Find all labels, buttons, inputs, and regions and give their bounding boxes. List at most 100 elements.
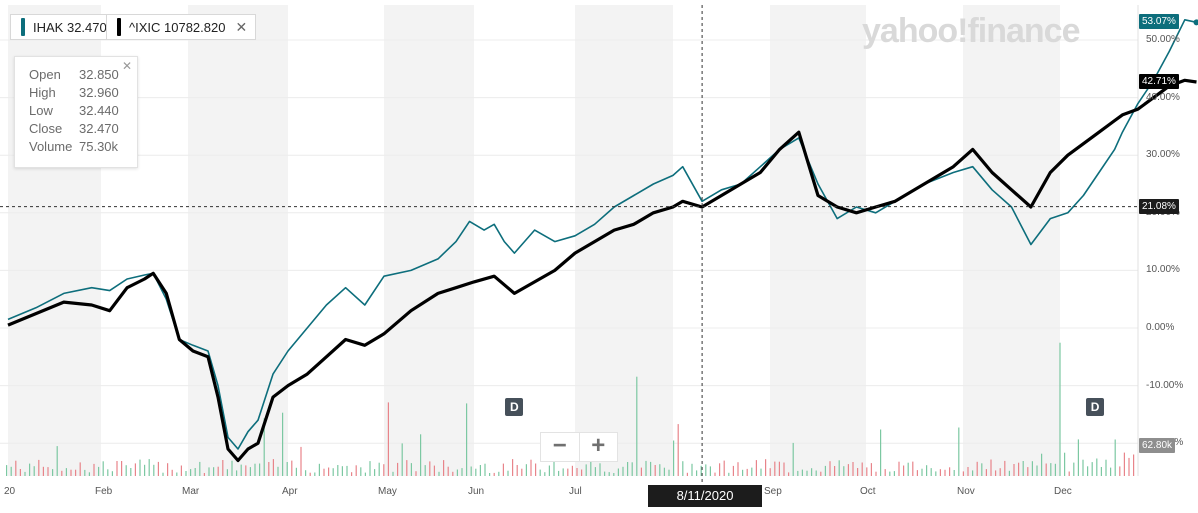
volume-bar <box>456 469 458 476</box>
volume-bar <box>1059 342 1061 476</box>
volume-bar <box>797 470 799 476</box>
dividend-badge[interactable]: D <box>505 398 524 416</box>
y-tick-label: 30.00% <box>1146 149 1180 161</box>
x-tick-label: Nov <box>957 486 975 497</box>
last-point-marker <box>1193 19 1198 26</box>
zoom-out-button[interactable]: − <box>541 433 580 461</box>
volume-bar <box>346 465 348 476</box>
volume-bar <box>176 472 178 476</box>
volume-bar <box>599 463 601 476</box>
volume-bar <box>226 469 228 476</box>
volume-bar <box>622 466 624 476</box>
volume-bar <box>558 470 560 476</box>
volume-bar <box>272 459 274 476</box>
volume-bar <box>111 471 113 476</box>
zoom-in-button[interactable]: + <box>591 432 606 459</box>
volume-bar <box>866 467 868 476</box>
volume-bar <box>355 465 357 476</box>
volume-bar <box>774 461 776 476</box>
volume-bar <box>1105 459 1107 476</box>
volume-tag: 62.80k <box>1139 438 1176 453</box>
volume-bar <box>282 412 284 476</box>
volume-bar <box>300 446 302 476</box>
remove-comparison-close-icon[interactable]: ✕ <box>235 18 248 35</box>
volume-bar <box>24 471 26 476</box>
volume-bar <box>277 466 279 476</box>
volume-bar <box>420 434 422 476</box>
volume-bar <box>447 466 449 476</box>
volume-bar <box>116 461 118 476</box>
volume-bar <box>144 464 146 476</box>
volume-bar <box>1008 470 1010 476</box>
volume-bar <box>489 473 491 476</box>
volume-bar <box>47 467 49 476</box>
volume-bar <box>650 461 652 476</box>
volume-bar <box>967 467 969 476</box>
legend-chip-ixic[interactable]: ^IXIC 10782.820 ✕ <box>106 14 257 40</box>
volume-bar <box>217 466 219 476</box>
y-tick-label: 0.00% <box>1146 322 1175 333</box>
volume-bar <box>746 468 748 476</box>
volume-bar <box>479 465 481 476</box>
ohlc-row-high: High 32.960 <box>29 85 119 100</box>
volume-bar <box>801 469 803 476</box>
month-band <box>770 5 866 476</box>
volume-bar <box>567 468 569 476</box>
volume-bar <box>668 469 670 476</box>
volume-bar <box>433 465 435 476</box>
legend-symbol-ixic: ^IXIC <box>129 19 161 35</box>
volume-bar <box>190 469 192 476</box>
volume-bar <box>130 468 132 476</box>
volume-bar <box>930 468 932 476</box>
x-tick-label: Dec <box>1054 486 1072 497</box>
volume-bar <box>682 461 684 476</box>
legend-value-ixic: 10782.820 <box>164 19 226 35</box>
volume-bar <box>838 460 840 476</box>
x-tick-label: Apr <box>282 486 298 497</box>
volume-bar <box>535 463 537 476</box>
volume-bar <box>617 468 619 476</box>
volume-bar <box>410 463 412 476</box>
volume-bar <box>383 464 385 476</box>
volume-bar <box>33 466 35 476</box>
volume-bar <box>502 463 504 476</box>
volume-bar <box>847 464 849 476</box>
volume-bar <box>907 462 909 476</box>
volume-bar <box>576 468 578 476</box>
volume-bar <box>976 461 978 476</box>
volume-bar <box>571 465 573 476</box>
dividend-badge[interactable]: D <box>1086 398 1105 416</box>
volume-bar <box>79 462 81 476</box>
volume-bar <box>884 469 886 476</box>
y-tick-label: 50.00% <box>1146 34 1180 45</box>
volume-bar <box>1064 452 1066 476</box>
volume-bar <box>452 471 454 476</box>
volume-bar <box>834 466 836 476</box>
tooltip-close-icon[interactable]: ✕ <box>121 59 132 73</box>
volume-bar <box>360 467 362 476</box>
volume-bar <box>990 459 992 476</box>
volume-bar <box>742 469 744 476</box>
volume-bar <box>1018 462 1020 476</box>
ohlc-row-volume: Volume 75.30k <box>29 139 119 154</box>
volume-bar <box>921 468 923 476</box>
volume-bar <box>553 449 555 476</box>
volume-bar <box>548 465 550 476</box>
volume-bar <box>530 459 532 476</box>
volume-bar <box>562 468 564 476</box>
volume-bar <box>1054 463 1056 476</box>
volume-bar <box>1114 439 1116 476</box>
volume-bar <box>56 446 58 476</box>
volume-bar <box>125 465 127 476</box>
volume-bar <box>525 464 527 476</box>
volume-bar <box>728 472 730 476</box>
volume-bar <box>1073 462 1075 476</box>
volume-bar <box>898 461 900 476</box>
volume-bar <box>392 471 394 476</box>
legend-chip-ihak[interactable]: IHAK 32.470 <box>10 14 116 40</box>
volume-bar <box>65 468 67 476</box>
volume-bar <box>783 462 785 476</box>
volume-bar <box>811 468 813 476</box>
volume-bar <box>604 471 606 476</box>
